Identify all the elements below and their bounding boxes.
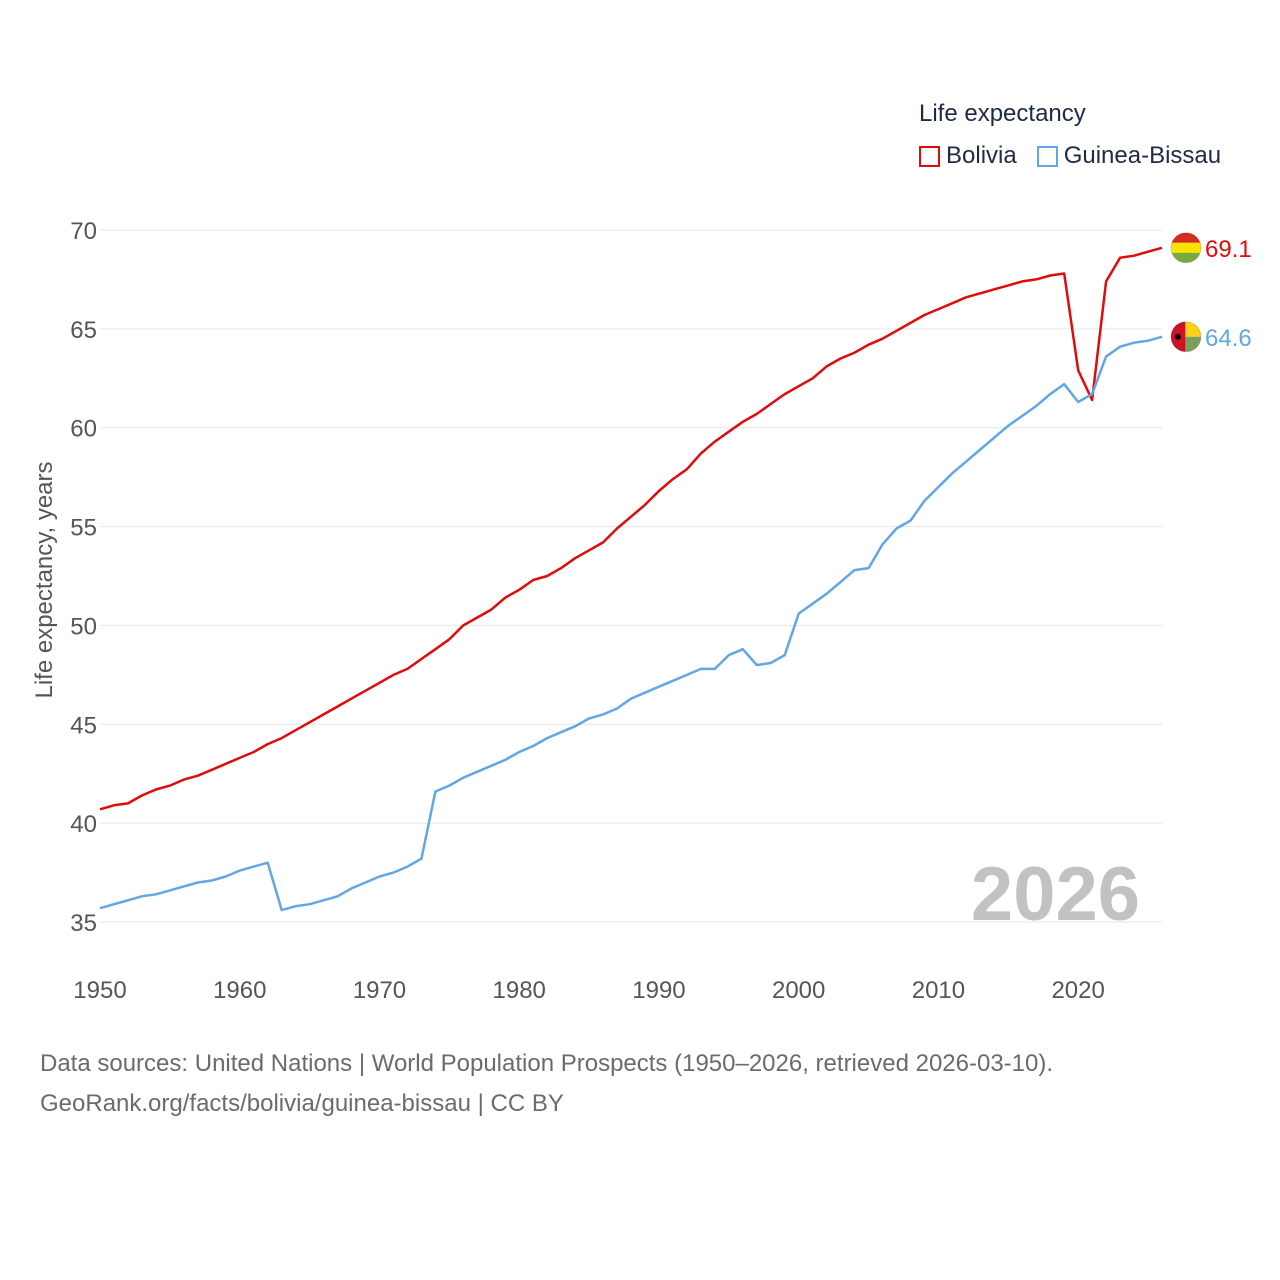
line-chart: 35 40 45 50 55 60 65 70 1950 1960 1970 1980 1990 200… [31,218,1252,1004]
y-tick-label: 45 [70,712,97,739]
legend: Bolivia Guinea-Bissau [919,142,1241,170]
source-url[interactable]: GeoRank.org/facts/bolivia/guinea-bissau … [40,1090,564,1117]
legend-item-bolivia[interactable]: Bolivia [919,142,1017,170]
gridlines [100,229,1162,923]
source-text: Data sources: United Nations | World Pop… [40,1050,1054,1077]
series-end-markers: 69.1 64.6 [1170,232,1252,353]
legend-item-guinea-bissau[interactable]: Guinea-Bissau [1036,142,1222,170]
year-watermark: 2026 [971,852,1140,937]
x-tick-label: 1990 [632,977,685,1004]
legend-swatch-bolivia [919,145,940,167]
bolivia-flag-icon [1170,232,1202,264]
y-tick-label: 70 [70,218,97,245]
x-tick-label: 1980 [493,977,546,1004]
y-tick-label: 60 [70,416,97,443]
source-note: Data sources: United Nations | World Pop… [40,1044,1053,1124]
y-tick-label: 40 [70,811,97,838]
y-tick-label: 65 [70,317,97,344]
y-axis-label: Life expectancy, years [31,461,58,698]
x-tick-label: 1950 [73,977,126,1004]
legend-label-bolivia: Bolivia [946,142,1017,169]
series-lines [99,246,1163,912]
x-tick-label: 2000 [772,977,825,1004]
series-line-guinea-bissau [99,335,1163,912]
guinea-bissau-flag-icon [1170,321,1202,353]
series-line-bolivia [99,246,1163,811]
legend-swatch-guinea-bissau [1036,145,1058,167]
x-tick-label: 2010 [912,977,965,1004]
x-tick-label: 1970 [353,977,406,1004]
legend-label-guinea-bissau: Guinea-Bissau [1063,142,1222,169]
end-value-label: 64.6 [1205,325,1252,352]
end-value-label: 69.1 [1205,236,1252,263]
y-tick-label: 55 [70,515,97,542]
x-axis-ticks: 1950 1960 1970 1980 1990 2000 2010 2020 [73,977,1105,1004]
y-tick-label: 35 [70,910,97,937]
legend-title: Life expectancy [919,100,1086,127]
y-tick-label: 50 [70,613,97,640]
x-tick-label: 1960 [213,977,266,1004]
y-axis-ticks: 35 40 45 50 55 60 65 70 [70,218,97,937]
x-tick-label: 2020 [1051,977,1104,1004]
